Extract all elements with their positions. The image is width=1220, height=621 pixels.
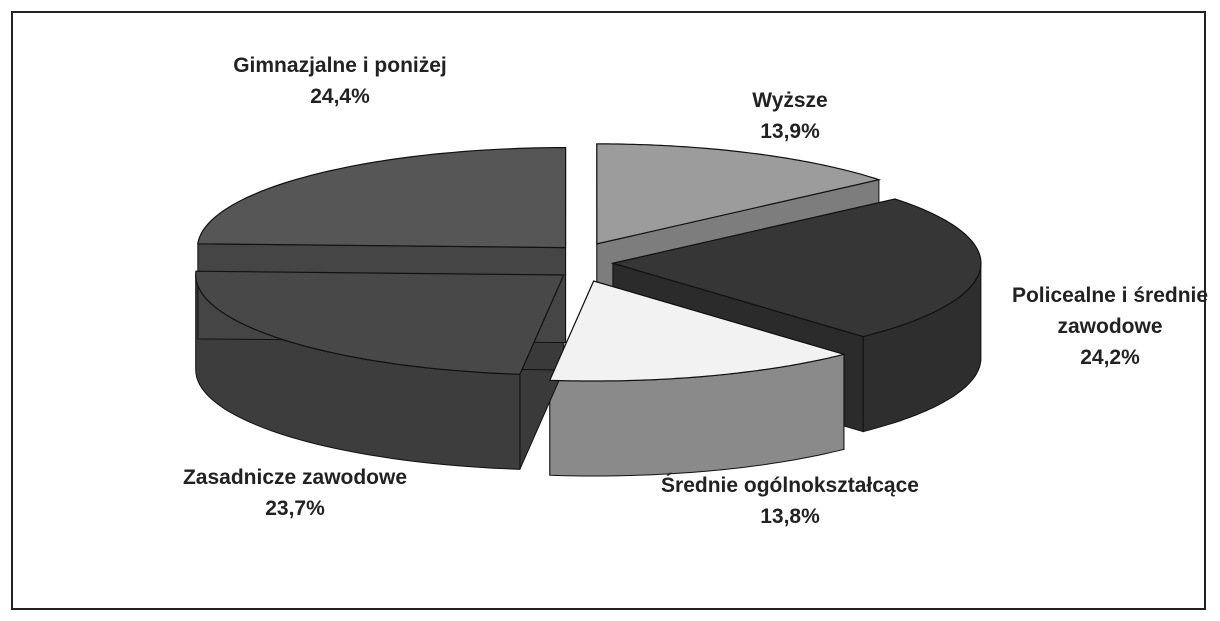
slice-name: Średnie ogólnokształcące — [661, 474, 919, 497]
slice-name: Wyższe — [752, 89, 828, 112]
slice-name: Zasadnicze zawodowe — [182, 466, 408, 489]
slice-value: 23,7% — [265, 497, 325, 520]
data-label: Policealne i średnie zawodowe 24,2% — [980, 280, 1220, 373]
data-label: Średnie ogólnokształcące 13,8% — [660, 470, 920, 532]
slice-value: 24,4% — [310, 85, 370, 108]
pie-slice — [195, 270, 565, 375]
slice-value: 24,2% — [1080, 346, 1140, 369]
data-label: Zasadnicze zawodowe 23,7% — [165, 462, 425, 524]
pie-slice — [197, 147, 567, 249]
chart-frame — [11, 11, 1206, 610]
slice-name: Gimnazjalne i poniżej — [233, 54, 447, 77]
data-label: Wyższe 13,9% — [660, 85, 920, 147]
pie-slice — [610, 198, 982, 338]
pie-slice — [596, 143, 882, 245]
slice-name: Policealne i średnie zawodowe — [1011, 284, 1209, 338]
slice-value: 13,8% — [760, 505, 820, 528]
data-label: Gimnazjalne i poniżej 24,4% — [210, 50, 470, 112]
slice-value: 13,9% — [760, 120, 820, 143]
pie-slice — [548, 280, 847, 382]
